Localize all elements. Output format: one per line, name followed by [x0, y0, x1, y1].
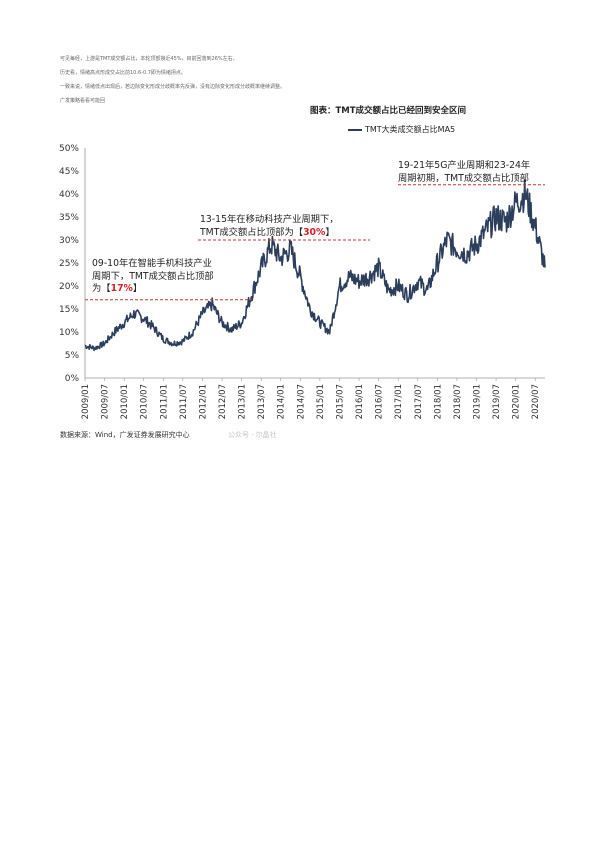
x-tick-label: 2010/07 — [140, 384, 150, 419]
figure-title: 图表：TMT成交额占比已经回到安全区间 — [310, 106, 467, 116]
x-tick-label: 2020/07 — [531, 384, 541, 419]
x-tick-label: 2015/07 — [335, 384, 345, 419]
x-tick-label: 2011/01 — [159, 384, 169, 419]
annotation-2009-2010: 09-10年在智能手机科技产业 周期下，TMT成交额占比顶部 为【17%】 — [92, 258, 214, 296]
x-tick-label: 2014/07 — [296, 384, 306, 419]
annotation-2-prefix: TMT成交额占比顶部为【 — [200, 226, 304, 238]
line-chart: 0% 5% 10% 15% 20% 25% 30% 35% 40% 45% 50% 2009/01 20… — [59, 144, 546, 419]
legend-swatch — [348, 128, 362, 131]
data-source: 数据来源：Wind，广发证券发展研究中心 — [60, 431, 190, 439]
note-line-3: 一致来说，情绪低点出现后，若边际变化形成分歧概率先反弹，没有边际变化形成分歧概率… — [60, 84, 286, 90]
x-tick-label: 2013/07 — [257, 384, 267, 419]
x-tick-label: 2019/01 — [472, 384, 482, 419]
annotation-3-line-2: 周期初期，TMT成交额占比顶部 — [398, 172, 529, 184]
y-tick-label: 25% — [59, 259, 79, 269]
y-tick-label: 10% — [59, 328, 79, 338]
x-tick-label: 2019/07 — [492, 384, 502, 419]
x-tick-label: 2011/07 — [179, 384, 189, 419]
x-tick-label: 2009/01 — [81, 384, 91, 419]
note-line-4: 广发策略看看可能回 — [60, 98, 106, 104]
annotation-2-line-1: 13-15年在移动科技产业周期下， — [200, 214, 339, 225]
x-tick-label: 2017/01 — [394, 384, 404, 419]
x-tick-label: 2010/01 — [120, 384, 130, 419]
annotation-1-line-2: 周期下，TMT成交额占比顶部 — [92, 270, 214, 282]
y-tick-label: 50% — [59, 144, 79, 154]
x-tick-label: 2009/07 — [101, 384, 111, 419]
y-tick-label: 0% — [65, 374, 80, 384]
annotation-3-line-1: 19-21年5G产业周期和23-24年 — [398, 160, 531, 171]
annotation-2013-2015: 13-15年在移动科技产业周期下， TMT成交额占比顶部为【30%】 — [200, 214, 339, 239]
y-tick-label: 20% — [59, 282, 79, 292]
y-tick-label: 30% — [59, 236, 79, 246]
y-tick-label: 35% — [59, 213, 79, 223]
annotation-1-prefix: 为【 — [92, 283, 111, 294]
x-tick-label: 2012/07 — [218, 384, 228, 419]
chart-legend: TMT大类成交额占比MA5 — [348, 124, 455, 135]
x-tick-label: 2015/01 — [316, 384, 326, 419]
x-tick-label: 2012/01 — [198, 384, 208, 419]
x-tick-label: 2014/01 — [277, 384, 287, 419]
annotation-2019-2021: 19-21年5G产业周期和23-24年 周期初期，TMT成交额占比顶部 — [398, 160, 530, 185]
y-tick-label: 5% — [65, 351, 80, 361]
y-tick-label: 15% — [59, 305, 79, 315]
legend-label: TMT大类成交额占比MA5 — [365, 125, 456, 134]
y-tick-label: 40% — [59, 190, 79, 200]
watermark-text: 公众号 · 尔晶社 — [228, 431, 277, 439]
x-tick-label: 2016/01 — [355, 384, 365, 419]
annotation-1-line-1: 09-10年在智能手机科技产业 — [92, 258, 212, 269]
annotation-2-highlight: 30% — [303, 226, 326, 238]
annotation-2-suffix: 】 — [325, 226, 335, 238]
x-tick-label: 2018/07 — [453, 384, 463, 419]
annotation-1-suffix: 】 — [132, 283, 143, 294]
x-tick-label: 2013/01 — [238, 384, 248, 419]
x-tick-label: 2020/01 — [512, 384, 522, 419]
series-line-tmt — [84, 179, 546, 352]
annotation-1-highlight: 17% — [110, 283, 133, 294]
x-tick-label: 2018/01 — [433, 384, 443, 419]
x-tick-label: 2016/07 — [375, 384, 385, 419]
note-line-1: 可见每经，上游是TMT成交额占比，本轮顶部接近45%，目前回落到26%左右。 — [60, 56, 238, 62]
x-tick-label: 2017/07 — [414, 384, 424, 419]
y-tick-label: 45% — [59, 167, 79, 177]
note-line-2: 历史看，情绪高点形成交占比前10.6-0.7即为情绪拐点。 — [60, 70, 186, 76]
